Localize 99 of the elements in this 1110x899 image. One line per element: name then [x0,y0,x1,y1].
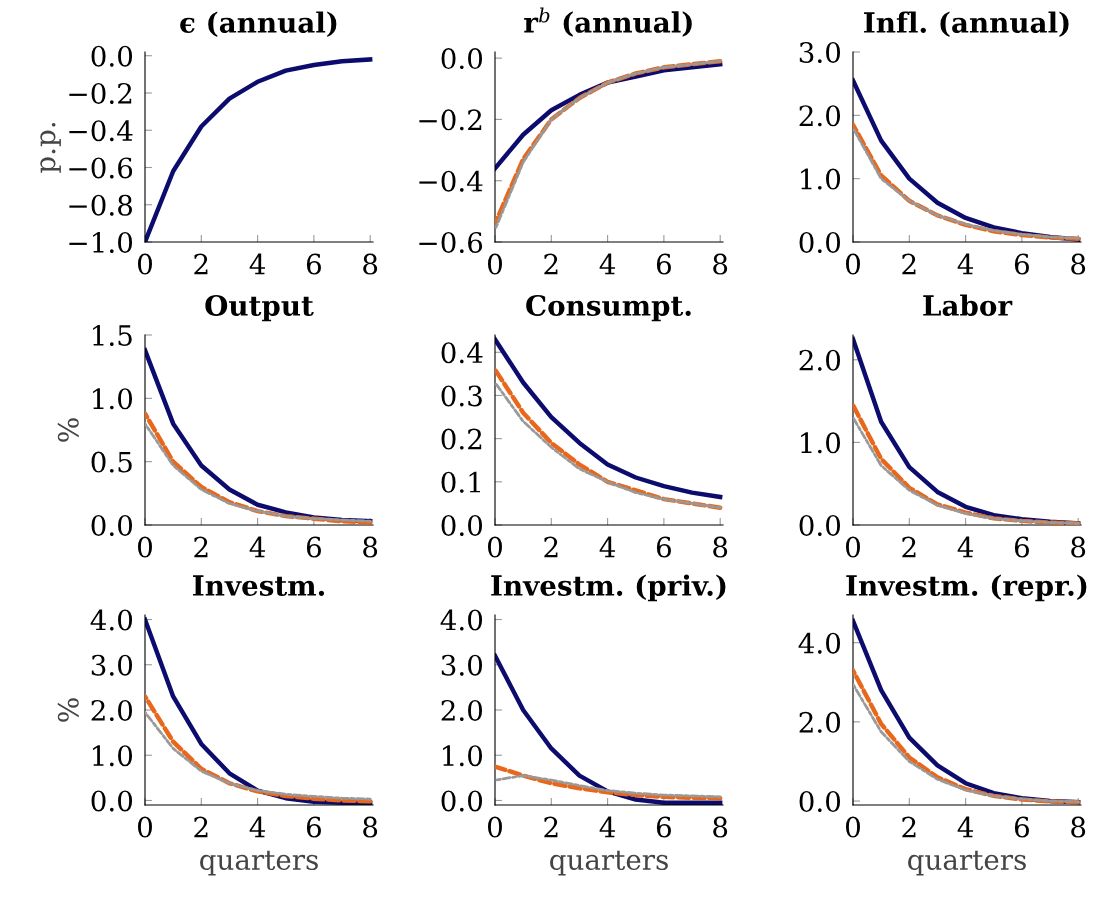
x-tick-label: 4 [599,253,616,275]
y-tick-label: 0.0 [441,48,483,70]
y-tick-label: −0.4 [419,170,483,192]
x-tick-label: 0 [487,536,502,558]
y-axis-title: % [57,698,79,722]
x-tick-label: 2 [194,536,208,558]
y-tick-label: 4.0 [798,632,841,654]
x-tick-label: 4 [599,816,616,838]
y-tick-label: 0.0 [799,514,841,536]
x-tick-label: 4 [957,253,974,275]
x-tick-label: 0 [845,536,860,558]
chart-title: ϵ (annual) [180,11,337,37]
y-tick-label: 3.0 [91,654,133,676]
x-tick-label: 0 [137,816,152,838]
y-tick-label: 2.0 [799,711,841,733]
y-tick-label: 2.0 [91,699,133,721]
x-tick-label: 6 [656,536,671,558]
x-tick-label: 4 [249,536,266,558]
y-tick-label: 1.0 [801,432,841,454]
x-tick-label: 6 [306,816,321,838]
y-tick-label: 2.0 [799,349,841,371]
x-tick-label: 8 [713,253,728,275]
x-tick-label: 0 [487,816,502,838]
y-tick-label: 1.5 [93,324,132,346]
y-tick-label: −0.4 [69,120,133,142]
y-tick-label: −1.0 [69,231,133,253]
x-tick-label: 0 [845,253,860,275]
chart-title: r$^{b}$ (annual) [524,7,692,37]
y-tick-label: 0.0 [441,514,483,536]
y-tick-label: 0.0 [91,514,133,536]
x-tick-label: 4 [599,536,616,558]
y-tick-label: 0.0 [799,231,841,253]
chart-title: Investm. [193,575,325,596]
y-tick-label: 0.4 [441,342,483,364]
y-tick-label: −0.8 [69,194,133,216]
x-tick-label: 4 [957,816,974,838]
x-tick-label: 0 [845,816,860,838]
chart-title: Investm. (priv.) [491,574,726,602]
y-tick-label: 0.0 [441,790,483,812]
x-tick-label: 6 [1014,253,1029,275]
y-tick-label: 0.0 [91,790,133,812]
y-tick-label: 0.0 [799,790,841,812]
x-tick-label: 2 [544,536,558,558]
x-tick-label: 8 [1071,816,1086,838]
y-tick-label: 0.0 [91,45,133,67]
x-tick-label: 2 [544,816,558,838]
chart-title: Labor [923,294,1013,316]
x-tick-label: 6 [306,253,321,275]
x-tick-label: 0 [137,536,152,558]
x-tick-label: 6 [656,816,671,838]
x-tick-label: 6 [1014,816,1029,838]
y-tick-label: 2.0 [799,105,841,127]
y-tick-label: 3.0 [799,41,841,63]
x-tick-label: 8 [1071,253,1086,275]
y-tick-label: −0.2 [419,109,482,131]
y-tick-label: −0.6 [419,231,483,253]
x-axis-title: quarters [200,850,318,876]
y-tick-label: 1.0 [93,388,133,410]
x-tick-label: 8 [363,536,378,558]
x-tick-label: 8 [1071,536,1086,558]
x-tick-label: 2 [194,816,208,838]
x-tick-label: 2 [902,816,916,838]
y-tick-label: −0.2 [69,82,132,104]
chart-title: Output [205,294,314,322]
chart-title: Investm. (repr.) [846,574,1087,602]
x-tick-label: 0 [487,253,502,275]
y-tick-label: 0.5 [91,451,132,473]
y-tick-label: 0.2 [441,428,482,450]
x-tick-label: 2 [902,536,916,558]
x-tick-label: 8 [713,816,728,838]
x-tick-label: 0 [137,253,152,275]
y-tick-label: 4.0 [440,609,483,631]
y-tick-label: −0.6 [69,157,133,179]
y-axis-title: % [57,418,79,442]
x-tick-label: 6 [656,253,671,275]
x-tick-label: 4 [249,253,266,275]
y-tick-label: 1.0 [93,745,133,767]
y-tick-label: 2.0 [441,699,483,721]
x-tick-label: 4 [957,536,974,558]
y-tick-label: 0.3 [441,385,482,407]
y-tick-label: 1.0 [801,168,841,190]
x-tick-label: 2 [902,253,916,275]
x-axis-title: quarters [550,850,668,876]
x-tick-label: 6 [1014,536,1029,558]
x-tick-label: 8 [363,253,378,275]
x-tick-label: 4 [249,816,266,838]
y-tick-label: 0.1 [441,471,480,493]
y-axis-title: p.p. [40,122,61,173]
x-tick-label: 8 [363,816,378,838]
x-tick-label: 2 [194,253,208,275]
chart-title: Consumpt. [526,294,691,322]
x-axis-title: quarters [908,850,1026,876]
y-tick-label: 3.0 [441,654,483,676]
x-tick-label: 8 [713,536,728,558]
y-tick-label: 4.0 [90,609,133,631]
x-tick-label: 6 [306,536,321,558]
x-tick-label: 2 [544,253,558,275]
chart-title: Infl. (annual) [864,11,1069,37]
y-tick-label: 1.0 [443,745,483,767]
